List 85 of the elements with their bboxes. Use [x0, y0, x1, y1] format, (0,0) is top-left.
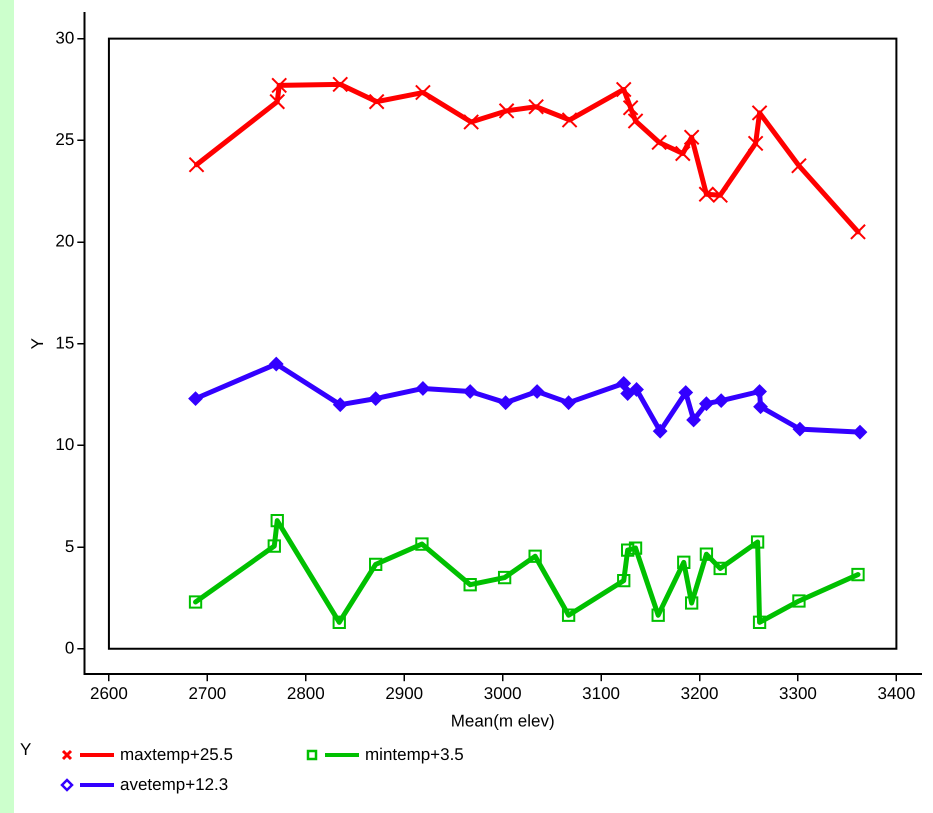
point	[528, 98, 544, 115]
point	[528, 550, 542, 563]
point	[562, 396, 576, 410]
point	[686, 412, 701, 427]
y-tick-label: 30	[55, 28, 74, 48]
point	[562, 112, 578, 128]
y-tick-label: 25	[55, 130, 74, 150]
point	[620, 386, 635, 401]
point	[332, 76, 348, 92]
legend-label: avetemp+12.3	[120, 775, 228, 795]
point	[628, 541, 642, 555]
point	[616, 376, 631, 390]
point	[852, 425, 867, 440]
point	[268, 539, 281, 553]
point	[463, 384, 478, 398]
point	[498, 570, 512, 584]
x-tick-label: 3300	[779, 684, 817, 704]
point	[754, 400, 768, 414]
point	[653, 424, 668, 438]
point	[630, 382, 644, 396]
point	[750, 535, 764, 549]
legend-title: Y	[20, 740, 32, 760]
point	[416, 381, 430, 396]
y-tick-label: 10	[55, 435, 74, 454]
point	[699, 396, 714, 411]
x-tick-label: 3200	[680, 684, 718, 704]
point	[617, 574, 630, 588]
point	[188, 156, 205, 173]
point	[269, 357, 284, 372]
point	[714, 562, 727, 576]
x-tick-label: 2900	[385, 684, 424, 704]
x-tick-label: 2800	[286, 684, 325, 704]
y-tick-label: 20	[55, 232, 74, 251]
point	[792, 594, 806, 608]
point	[684, 129, 700, 146]
x-tick-label: 3000	[484, 684, 522, 704]
point	[188, 595, 202, 609]
point	[790, 158, 808, 174]
x-tick-label: 3400	[877, 684, 916, 704]
point	[414, 84, 431, 101]
point	[369, 558, 382, 572]
point	[751, 104, 768, 121]
point	[616, 81, 632, 98]
point	[188, 392, 203, 406]
y-tick-label: 5	[64, 536, 74, 556]
point	[368, 94, 385, 110]
point	[678, 386, 693, 400]
x-tick-label: 2700	[188, 684, 226, 704]
point	[700, 548, 714, 561]
point	[464, 578, 477, 592]
point	[712, 187, 728, 204]
point	[714, 394, 728, 408]
point	[368, 392, 383, 406]
point	[850, 224, 866, 240]
point	[332, 616, 346, 629]
point	[415, 537, 429, 551]
point	[333, 398, 348, 412]
point	[622, 100, 639, 116]
x-tick-label: 3100	[582, 684, 620, 704]
point	[270, 514, 284, 528]
y-axis-title: Y	[28, 338, 47, 350]
point	[621, 543, 634, 557]
point	[698, 186, 714, 202]
y-tick-label: 0	[64, 638, 74, 658]
point	[627, 112, 644, 130]
point	[652, 608, 665, 622]
point	[752, 616, 766, 629]
point	[674, 145, 691, 162]
point	[530, 384, 544, 398]
legend-label: mintemp+3.5	[365, 745, 464, 765]
point	[748, 135, 764, 152]
point	[498, 102, 515, 119]
x-axis-title: Mean(m elev)	[450, 711, 555, 730]
point	[562, 608, 576, 622]
point	[792, 422, 807, 436]
point	[684, 596, 698, 610]
x-tick-label: 2600	[90, 684, 128, 704]
point	[463, 114, 480, 130]
y-tick-label: 15	[55, 333, 74, 352]
point	[498, 396, 513, 410]
point	[851, 568, 865, 582]
point	[752, 384, 767, 398]
legend-label: maxtemp+25.5	[120, 745, 233, 765]
point	[677, 556, 690, 569]
point	[651, 134, 668, 150]
